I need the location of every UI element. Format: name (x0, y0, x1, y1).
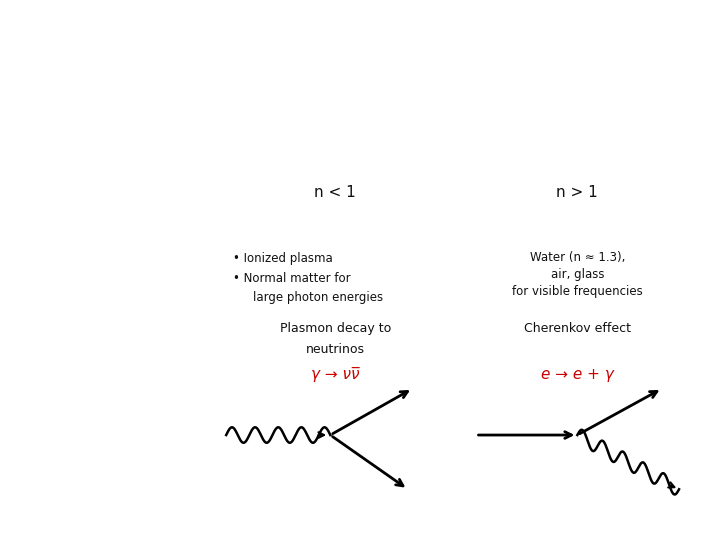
Text: ω² – k² < 0: ω² – k² < 0 (533, 122, 621, 137)
Text: for visible frequencies: for visible frequencies (512, 285, 643, 298)
Text: Refractive index n: Refractive index n (44, 179, 152, 192)
Text: large photon energies: large photon energies (253, 291, 383, 304)
Text: neutrinos: neutrinos (306, 343, 364, 356)
Text: a medium can be: a medium can be (44, 119, 147, 132)
Text: n > 1: n > 1 (556, 186, 598, 200)
Text: Plasmon Decay vs. Cherenkov Effect: Plasmon Decay vs. Cherenkov Effect (92, 16, 634, 42)
Text: Allowed process: Allowed process (44, 382, 139, 395)
Text: that is forbidden: that is forbidden (44, 409, 142, 422)
Text: Photon dispersion in: Photon dispersion in (44, 101, 165, 114)
Text: “Time-like”: “Time-like” (296, 85, 374, 99)
Text: Example: Example (44, 265, 96, 279)
Text: γ → νν̅: γ → νν̅ (311, 367, 359, 382)
Text: (k = n ω): (k = n ω) (44, 197, 99, 210)
Text: “Space-like”: “Space-like” (534, 85, 620, 99)
Text: air, glass: air, glass (550, 268, 604, 281)
Text: n < 1: n < 1 (314, 186, 356, 200)
Text: ω² – k² > 0: ω² – k² > 0 (291, 122, 380, 137)
Text: Cherenkov effect: Cherenkov effect (524, 322, 631, 335)
Text: Georg Raffelt, MPI Physics, Munich: Georg Raffelt, MPI Physics, Munich (9, 524, 188, 534)
Text: in vacuum: in vacuum (44, 436, 106, 449)
Text: • Ionized plasma: • Ionized plasma (234, 252, 333, 265)
Text: Water (n ≈ 1.3),: Water (n ≈ 1.3), (530, 251, 625, 264)
Text: e → e + γ: e → e + γ (541, 368, 613, 382)
Text: • Normal matter for: • Normal matter for (234, 272, 351, 285)
Text: ISAPP 2011, 2/8/11, Varenna, Italy: ISAPP 2011, 2/8/11, Varenna, Italy (539, 524, 717, 534)
Text: Plasmon decay to: Plasmon decay to (280, 322, 391, 335)
